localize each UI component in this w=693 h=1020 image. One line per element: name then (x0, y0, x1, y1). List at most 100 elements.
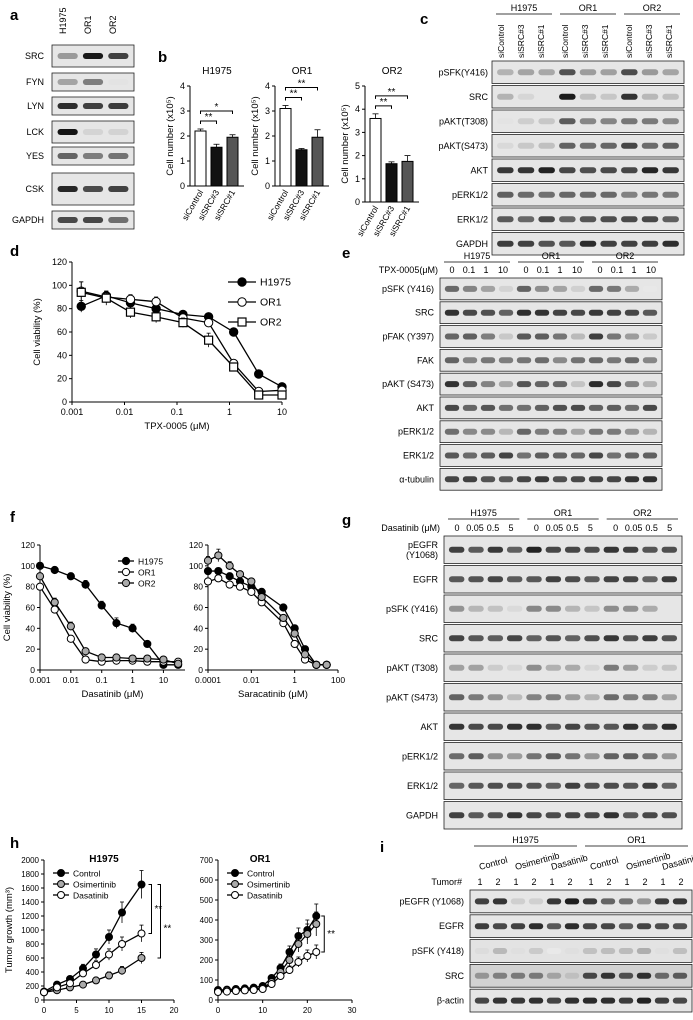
blot-row-label: SRC (469, 92, 489, 102)
blot-band (498, 381, 514, 388)
y-tick-label: 0 (62, 397, 67, 407)
panel-letter: d (10, 243, 19, 260)
blot-band (444, 452, 460, 459)
dose-label: 0.5 (487, 523, 500, 533)
blot-band (641, 191, 659, 198)
data-point (285, 966, 294, 974)
blot-band (538, 142, 555, 149)
blot-band (654, 898, 670, 905)
tumor-id: 1 (588, 877, 593, 887)
panel-letter: b (158, 49, 167, 66)
blot-band (654, 923, 670, 930)
y-tick-label: 4 (265, 81, 270, 91)
x-tick-label: 100 (331, 675, 345, 685)
blot-band (564, 948, 580, 954)
data-point (81, 580, 90, 589)
blot-band (480, 476, 496, 483)
data-point (254, 369, 264, 379)
data-point (101, 293, 111, 303)
blot-band (564, 576, 581, 583)
blot-band (662, 118, 679, 125)
x-tick-label: 0.001 (61, 407, 84, 417)
blot-band (603, 782, 620, 789)
blot-band (448, 635, 465, 642)
blot-band (582, 972, 598, 979)
y-tick-label: 1200 (21, 912, 39, 921)
data-point (92, 950, 100, 959)
blot-band (622, 812, 639, 819)
y-tick-label: 20 (57, 374, 67, 384)
blot-band (448, 782, 465, 789)
blot-band (497, 240, 514, 247)
data-point (137, 929, 146, 938)
x-tick-label: 20 (303, 1006, 312, 1015)
lane-label: siControl (496, 24, 506, 58)
legend-label: H1975 (260, 277, 291, 289)
data-point (249, 986, 258, 994)
blot-band (606, 476, 622, 483)
blot-band (642, 723, 658, 730)
blot-band (603, 753, 620, 760)
y-tick-label: 120 (189, 540, 203, 550)
data-point (151, 312, 161, 322)
blot-band (588, 285, 604, 292)
series-line (207, 577, 327, 666)
blot-band (487, 605, 504, 612)
blot-row-label: pEGFR (408, 540, 439, 550)
blot-band (480, 333, 496, 340)
blot-band (506, 664, 523, 671)
blot-band (517, 118, 535, 125)
blot-band (468, 635, 484, 642)
group-label: OR2 (616, 251, 635, 261)
data-point (79, 980, 87, 989)
series-line (81, 291, 282, 396)
data-point (276, 972, 285, 980)
blot-band (603, 635, 620, 642)
significance-label: ** (327, 929, 335, 940)
blot-band (661, 812, 678, 819)
blot-band (564, 635, 581, 642)
blot-band (621, 142, 638, 149)
x-tick-label: 0.001 (29, 675, 51, 685)
blot-band (487, 723, 504, 730)
significance-label: ** (298, 79, 306, 90)
significance-bracket (375, 105, 392, 109)
blot-band (57, 217, 78, 223)
dose-label: 0.05 (466, 523, 484, 533)
blot-band (636, 923, 652, 930)
blot-row-label: β-actin (437, 996, 464, 1006)
blot-band (534, 476, 550, 483)
blot-band (448, 605, 465, 612)
blot-band (642, 476, 658, 483)
blot-row-label: ERK1/2 (403, 451, 434, 461)
blot-band (584, 576, 600, 583)
dose-label: 1 (557, 265, 562, 275)
blot-band (545, 546, 562, 553)
tumor-id: 2 (495, 877, 500, 887)
data-point (97, 601, 106, 610)
blot-band (579, 142, 597, 149)
blot-band (448, 753, 465, 760)
blot-band (498, 404, 514, 411)
blot-band (506, 753, 523, 760)
y-tick-label: 80 (26, 582, 36, 592)
blot-band (672, 972, 688, 979)
blot-band (468, 812, 484, 819)
blot-band (552, 428, 568, 435)
data-point (214, 574, 223, 583)
tumor-axis-label: Tumor# (431, 877, 462, 887)
y-tick-label: 1000 (21, 926, 39, 935)
blot-band (642, 309, 658, 316)
blot-band (545, 635, 562, 642)
data-point (50, 598, 59, 607)
blot-band (641, 167, 659, 174)
blot-band (497, 93, 514, 100)
data-point (35, 582, 45, 591)
blot-band (564, 923, 580, 930)
blot-row-label: pAKT(S473) (438, 141, 488, 151)
blot-i: pEGFR (Y1068) EGFR pSFK (Y418) SRC β-actin (399, 889, 693, 1013)
blot-band (642, 782, 658, 789)
data-point (247, 577, 256, 586)
y-tick-label: 0 (265, 181, 270, 191)
y-tick-label: 0 (355, 197, 360, 207)
